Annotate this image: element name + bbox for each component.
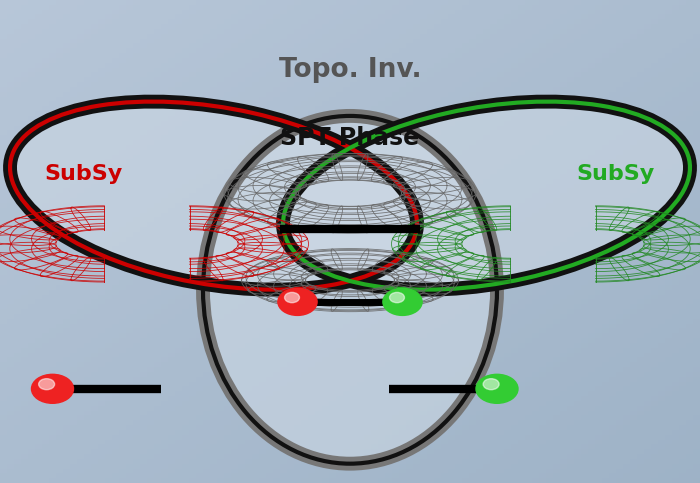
Circle shape bbox=[383, 288, 422, 315]
Text: SubSy: SubSy bbox=[577, 164, 655, 184]
Text: SPT Phase: SPT Phase bbox=[281, 126, 419, 150]
Text: Topo. Inv.: Topo. Inv. bbox=[279, 57, 421, 83]
Circle shape bbox=[476, 374, 518, 403]
Circle shape bbox=[285, 292, 300, 303]
Circle shape bbox=[483, 379, 499, 390]
Text: SubSy: SubSy bbox=[45, 164, 123, 184]
Circle shape bbox=[278, 288, 317, 315]
Circle shape bbox=[32, 374, 74, 403]
Circle shape bbox=[390, 292, 405, 303]
Ellipse shape bbox=[203, 116, 497, 464]
Ellipse shape bbox=[283, 101, 690, 290]
Circle shape bbox=[38, 379, 55, 390]
Ellipse shape bbox=[10, 101, 417, 290]
